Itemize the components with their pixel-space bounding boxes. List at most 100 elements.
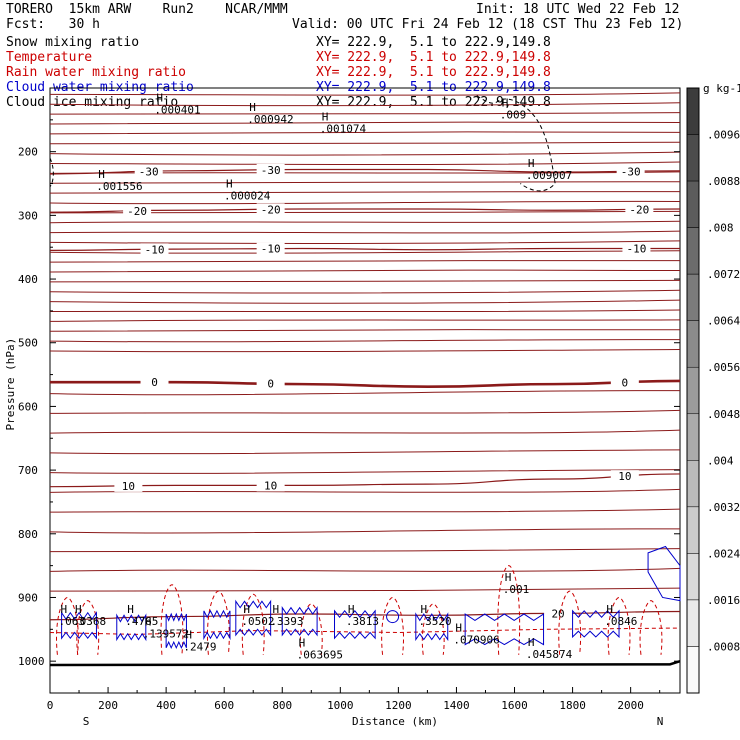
y-tick-label: 1000	[18, 655, 45, 668]
rain-contour	[421, 603, 445, 655]
maximum-marker: H	[145, 616, 152, 629]
temperature-contour-label: -20	[261, 203, 281, 216]
maximum-marker: H	[528, 157, 535, 170]
contour-label-bg	[256, 242, 285, 255]
maximum-marker: H	[98, 168, 105, 181]
theta-contour	[49, 112, 681, 116]
snow-maximum-label: .009	[500, 109, 527, 122]
theta-contour	[49, 309, 681, 313]
temperature-contour-label: 20	[551, 607, 564, 620]
cloud-maximum-label: .3813	[346, 615, 379, 628]
x-tick-label: 200	[98, 699, 118, 712]
maximum-marker: H	[606, 603, 613, 616]
colorbar-segment	[686, 320, 700, 368]
colorbar-units: g kg-1	[703, 82, 740, 95]
temperature-contour-label: -10	[145, 243, 165, 256]
legend-snow: Snow mixing ratio	[6, 35, 140, 50]
temperature-contour-label: -10	[261, 243, 281, 256]
temperature-contour-label: -30	[621, 165, 641, 178]
snow-contour-dashed	[476, 95, 556, 192]
x-tick-label: 1200	[385, 699, 412, 712]
cloud-water-contour	[415, 612, 449, 642]
maximum-marker: H	[421, 603, 428, 616]
temperature-contour-label: -30	[139, 165, 159, 178]
contour-label-bg	[256, 479, 285, 492]
colorbar-tick-label: .0088	[707, 175, 740, 188]
temperature-contour-label: 0	[622, 376, 629, 389]
maximum-marker: H	[528, 636, 535, 649]
theta-contour	[49, 449, 681, 455]
x-tick-label: 0	[47, 699, 54, 712]
rain-contour	[497, 565, 521, 655]
temperature-contour-label: 10	[618, 470, 631, 483]
temperature-contour-label: -30	[261, 164, 281, 177]
cloud-water-contour	[61, 611, 97, 640]
theta-contour	[49, 587, 681, 592]
rain-maximum-label: .045874	[526, 648, 573, 661]
cloud-maximum-label: .0502	[241, 615, 274, 628]
temperature-contour-label: -20	[629, 203, 649, 216]
theta-contour	[49, 567, 681, 572]
snow-contour-dashed	[49, 157, 54, 188]
rain-maximum-label: .070906	[453, 633, 499, 646]
theta-contour	[49, 151, 681, 156]
contour-label-bg	[610, 470, 639, 483]
rain-contour	[381, 596, 404, 655]
colorbar-tick-label: .0008	[707, 640, 740, 653]
colorbar-segment	[686, 180, 700, 228]
contour-label-bg	[256, 377, 285, 390]
colorbar-tick-label: .008	[707, 222, 734, 235]
y-tick-label: 700	[18, 464, 38, 477]
contour-label-bg	[622, 242, 651, 255]
theta-contour	[49, 200, 681, 205]
x-tick-label: 1400	[443, 699, 470, 712]
cloud-water-contour	[464, 613, 545, 646]
rain-maximum-label: .139572	[143, 628, 189, 641]
theta-contour	[49, 429, 681, 434]
theta-contour	[49, 508, 681, 513]
rain-contour	[558, 590, 582, 655]
legend-cloud-ice: Cloud ice mixing ratio	[6, 95, 179, 110]
temperature-contour-label: 0	[267, 378, 274, 391]
maximum-marker: H	[75, 603, 82, 616]
theta-contour	[49, 548, 681, 553]
maximum-marker: H	[505, 571, 512, 584]
temperature-contour-label: 10	[264, 479, 277, 492]
rain-contour	[639, 600, 663, 655]
y-tick-label: 900	[18, 591, 38, 604]
cloud-water-contour	[203, 609, 231, 641]
contour-label-bg	[123, 204, 152, 217]
maximum-marker: H	[185, 628, 192, 641]
x-tick-label: 1000	[327, 699, 354, 712]
maximum-marker: H	[226, 177, 233, 190]
snow-maximum-label: .009007	[526, 169, 572, 182]
rain-contour	[76, 600, 100, 655]
cloud-maximum-label: .0846	[604, 615, 637, 628]
cloud-water-contour	[235, 599, 272, 637]
theta-contour	[49, 349, 681, 353]
maximum-marker: H	[243, 603, 250, 616]
temperature-contour-line	[49, 473, 681, 488]
maximum-marker: H	[348, 603, 355, 616]
rain-contour	[299, 603, 323, 655]
theta-contour	[49, 121, 681, 125]
x-axis-label: Distance (km)	[352, 715, 438, 728]
x-tick-label: 400	[156, 699, 176, 712]
theta-contour	[49, 259, 681, 263]
colorbar-segment	[686, 506, 700, 554]
contour-label-bg	[134, 165, 163, 178]
theta-contour	[49, 329, 681, 332]
contour-label-bg	[256, 163, 285, 176]
init-time: Init: 18 UTC Wed 22 Feb 12	[476, 2, 680, 17]
legend-temperature: Temperature	[6, 50, 93, 65]
rain-contour	[207, 590, 230, 655]
maximum-marker: H	[299, 637, 306, 650]
legend-rain: Rain water mixing ratio	[6, 65, 187, 80]
cloud-water-contour	[116, 613, 147, 642]
theta-contour	[49, 269, 681, 273]
colorbar-segment	[686, 646, 700, 694]
theta-contour	[49, 390, 681, 396]
maximum-marker: H	[127, 603, 134, 616]
temperature-contour-label: -20	[127, 205, 147, 218]
theta-contour	[49, 250, 681, 254]
